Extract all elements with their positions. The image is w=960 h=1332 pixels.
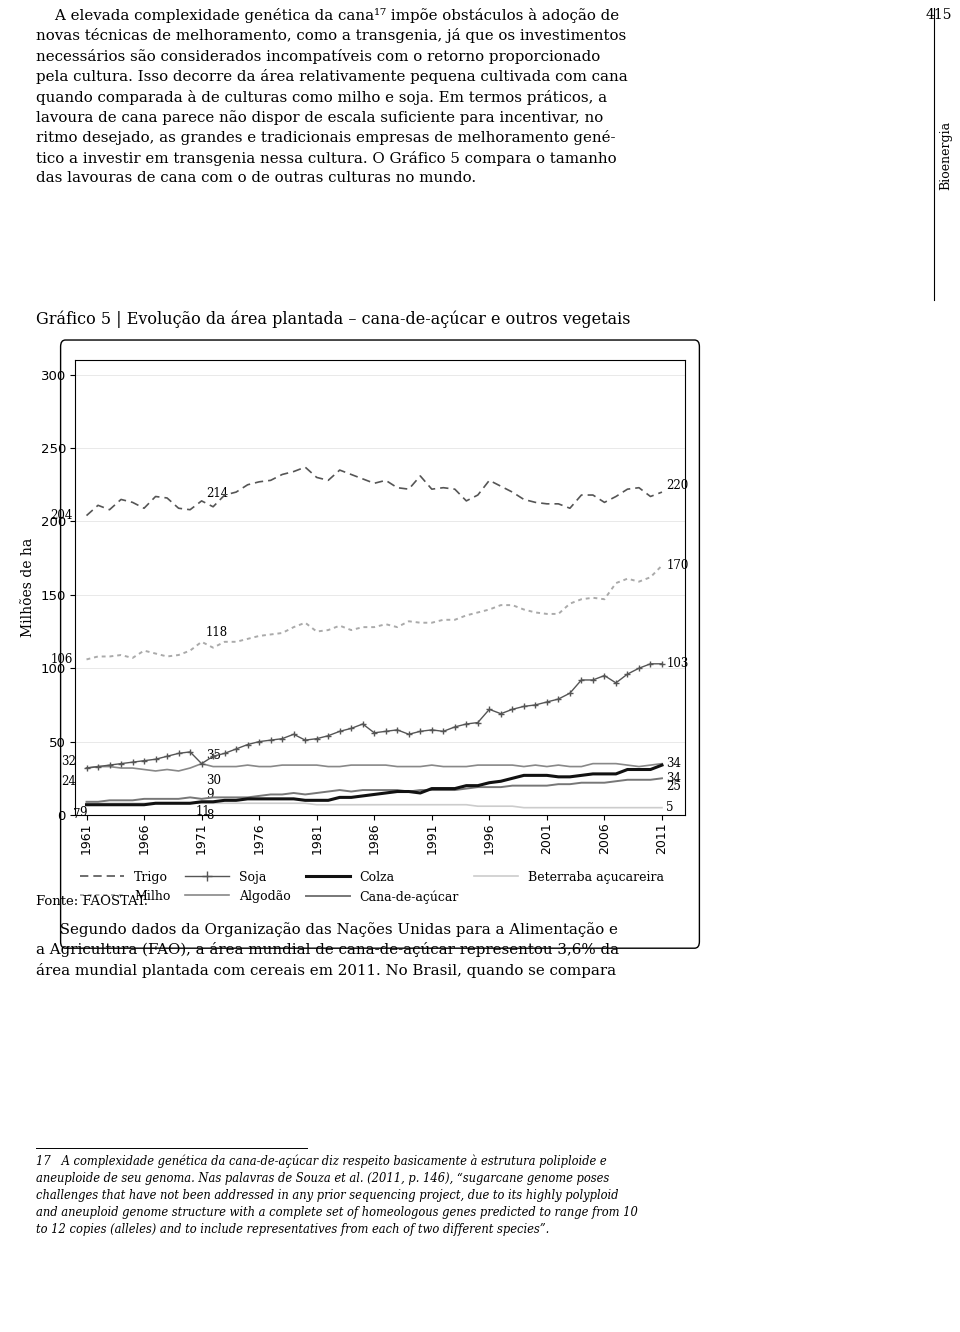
Text: 170: 170 xyxy=(666,559,688,571)
Text: 214: 214 xyxy=(205,488,228,501)
Text: 106: 106 xyxy=(50,653,73,666)
Text: 35: 35 xyxy=(205,749,221,762)
Text: 9: 9 xyxy=(80,806,87,819)
Text: 7: 7 xyxy=(73,809,80,821)
Text: 11: 11 xyxy=(196,805,211,818)
Text: 32: 32 xyxy=(61,755,77,767)
Text: 118: 118 xyxy=(205,626,228,638)
Text: 25: 25 xyxy=(666,781,681,793)
Legend: Trigo, Milho, Soja, Algodão, Colza, Cana-de-açúcar, Beterraba açucareira: Trigo, Milho, Soja, Algodão, Colza, Cana… xyxy=(75,866,669,908)
Text: 34: 34 xyxy=(666,773,682,786)
Text: 17   A complexidade genética da cana-de-açúcar diz respeito basicamente à estrut: 17 A complexidade genética da cana-de-aç… xyxy=(36,1155,638,1236)
Text: Segundo dados da Organização das Nações Unidas para a Alimentação e
a Agricultur: Segundo dados da Organização das Nações … xyxy=(36,922,619,978)
Text: 24: 24 xyxy=(61,775,77,787)
Text: Gráfico 5 | Evolução da área plantada – cana-de-açúcar e outros vegetais: Gráfico 5 | Evolução da área plantada – … xyxy=(36,310,631,328)
Text: Bioenergia: Bioenergia xyxy=(940,120,952,189)
Text: 8: 8 xyxy=(205,810,213,822)
Text: 34: 34 xyxy=(666,757,682,770)
Text: 103: 103 xyxy=(666,657,688,670)
Text: 5: 5 xyxy=(666,801,674,814)
Text: A elevada complexidade genética da cana¹⁷ impõe obstáculos à adoção de
novas téc: A elevada complexidade genética da cana¹… xyxy=(36,8,628,185)
Text: 220: 220 xyxy=(666,478,688,492)
Text: 204: 204 xyxy=(50,509,73,522)
Text: 415: 415 xyxy=(925,8,952,23)
Y-axis label: Milhões de ha: Milhões de ha xyxy=(21,538,36,637)
Text: 9: 9 xyxy=(205,789,213,802)
Text: Fonte: FAOSTAT.: Fonte: FAOSTAT. xyxy=(36,895,149,908)
Text: 30: 30 xyxy=(205,774,221,787)
